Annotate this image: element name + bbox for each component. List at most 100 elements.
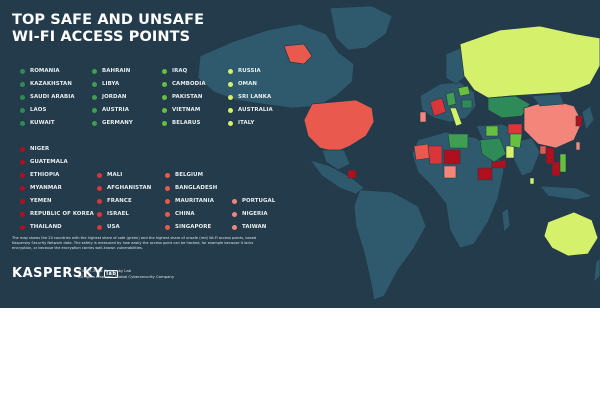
legend-label: NIGERIA [242, 211, 268, 217]
legend-label: OMAN [238, 81, 258, 87]
legend-label: MAURITANIA [175, 198, 215, 204]
legend-label: BANGLADESH [175, 185, 218, 191]
copyright-line-2: All rights reserved. Global Cybersecurit… [78, 273, 175, 279]
legend-label: USA [107, 224, 120, 230]
alaska-shape [283, 43, 313, 65]
legend-item-usa: USA [97, 222, 120, 232]
bangladesh-shape [539, 145, 547, 155]
legend-item-yemen: YEMEN [20, 196, 52, 206]
legend-item-iraq: IRAQ [162, 66, 187, 76]
ethiopia-shape [477, 167, 493, 181]
legend-label: AUSTRALIA [238, 107, 273, 113]
legend-swatch [20, 120, 25, 126]
legend-item-israel: ISRAEL [97, 209, 129, 219]
russia-shape [459, 25, 600, 99]
world-map [197, 5, 600, 301]
legend-swatch [165, 198, 170, 204]
legend-label: CAMBODIA [172, 81, 206, 87]
south-america-shape [353, 189, 427, 301]
legend-label: SRI LANKA [238, 94, 272, 100]
legend-label: AFGHANISTAN [107, 185, 152, 191]
copyright-line-1: ©1997-2016 Kaspersky Lab [78, 268, 132, 273]
legend-swatch [20, 185, 25, 191]
legend-item-bangladesh: BANGLADESH [165, 183, 217, 193]
legend-label: SINGAPORE [175, 224, 212, 230]
legend-label: ISRAEL [107, 211, 129, 217]
legend-label: YEMEN [30, 198, 52, 204]
legend-label: LAOS [30, 107, 47, 113]
legend-swatch [228, 81, 233, 87]
legend-swatch [92, 81, 97, 87]
legend-label: KUWAIT [30, 120, 55, 126]
legend-label: KAZAKHSTAN [30, 81, 72, 87]
legend-item-romania: ROMANIA [20, 66, 60, 76]
thailand-shape [551, 161, 561, 177]
legend-label: GUATEMALA [30, 159, 68, 165]
legend-label: FRANCE [107, 198, 132, 204]
australia-shape [543, 211, 599, 257]
legend-label: MALI [107, 172, 123, 178]
greenland-shape [329, 5, 393, 51]
legend-swatch [20, 224, 25, 230]
legend-swatch [97, 211, 102, 217]
saudi-arabia-shape [479, 137, 507, 163]
legend-swatch [165, 224, 170, 230]
legend-swatch [165, 211, 170, 217]
legend-item-italy: ITALY [228, 118, 254, 128]
vietnam-shape [559, 153, 567, 173]
legend-label: MYANMAR [30, 185, 62, 191]
legend-swatch [162, 81, 167, 87]
legend-swatch [92, 120, 97, 126]
legend-swatch [165, 172, 170, 178]
legend-swatch [92, 68, 97, 74]
korea-shape [575, 115, 583, 127]
legend-label: AUSTRIA [102, 107, 129, 113]
legend-swatch [228, 68, 233, 74]
madagascar-shape [501, 207, 511, 233]
portugal-shape [419, 111, 427, 123]
legend-item-germany: GERMANY [92, 118, 133, 128]
legend-swatch [20, 107, 25, 113]
legend-item-china: CHINA [165, 209, 195, 219]
legend-item-mauritania: MAURITANIA [165, 196, 214, 206]
afghanistan-shape [507, 123, 523, 135]
legend-label: ETHIOPIA [30, 172, 60, 178]
legend-swatch [162, 68, 167, 74]
legend-swatch [92, 107, 97, 113]
mongolia-shape [531, 93, 565, 107]
taiwan-shape [575, 141, 581, 151]
legend-swatch [232, 198, 237, 204]
legend-item-laos: LAOS [20, 105, 46, 115]
kaspersky-logo: KASPERSKY lab [12, 266, 119, 281]
germany-shape [445, 91, 457, 107]
legend-label: SAUDI ARABIA [30, 94, 75, 100]
legend-label: THAILAND [30, 224, 62, 230]
legend-item-australia: AUSTRALIA [228, 105, 273, 115]
kazakhstan-shape [487, 95, 531, 119]
legend-swatch [228, 107, 233, 113]
legend-swatch [20, 172, 25, 178]
legend-swatch [20, 81, 25, 87]
legend-item-nigeria: NIGERIA [232, 209, 268, 219]
belarus-shape [457, 85, 471, 97]
legend-item-pakistan: PAKISTAN [162, 92, 202, 102]
romania-shape [461, 99, 473, 109]
legend-label: JORDAN [102, 94, 127, 100]
legend-label: LIBYA [102, 81, 120, 87]
indonesia-shape [539, 185, 594, 201]
legend-swatch [20, 211, 25, 217]
legend-item-mali: MALI [97, 170, 122, 180]
legend-label: REPUBLIC OF KOREA [30, 211, 94, 217]
legend-swatch [97, 224, 102, 230]
legend-label: BAHRAIN [102, 68, 131, 74]
legend-swatch [162, 94, 167, 100]
legend-item-ethiopia: ETHIOPIA [20, 170, 59, 180]
legend-swatch [97, 185, 102, 191]
legend-label: GERMANY [102, 120, 133, 126]
legend-swatch [232, 224, 237, 230]
legend-item-thailand: THAILAND [20, 222, 62, 232]
legend-swatch [92, 94, 97, 100]
title-line-1: TOP SAFE AND UNSAFE [12, 12, 205, 28]
legend-label: ITALY [238, 120, 255, 126]
legend-swatch [20, 146, 25, 152]
